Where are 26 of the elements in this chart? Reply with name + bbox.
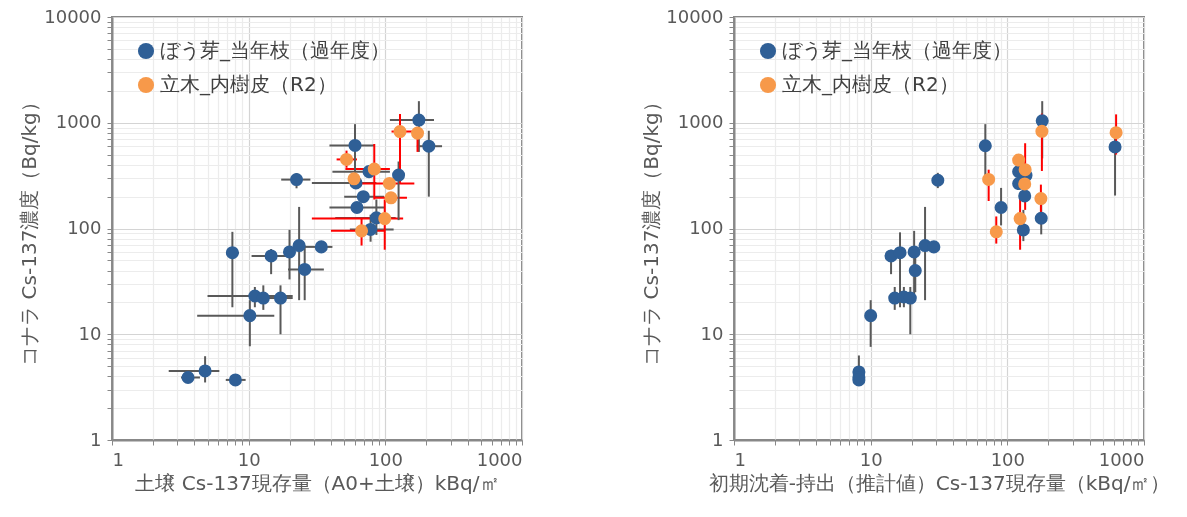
x-tick-label: 100: [990, 448, 1026, 470]
y-tick-label: 1000: [55, 111, 102, 133]
y-tick-label: 1: [712, 428, 724, 450]
y-axis-title: コナラ Cs-137濃度（Bq/kg）: [17, 92, 42, 366]
y-tick-label: 10: [700, 322, 724, 344]
y-tick-label: 1: [90, 428, 102, 450]
y-tick-label: 10000: [666, 5, 724, 27]
legend-label: ぼう芽_当年枝（過年度）: [160, 38, 390, 62]
y-tick-label: 100: [689, 217, 724, 238]
legend-label: ぼう芽_当年枝（過年度）: [782, 38, 1012, 62]
y-axis-title: コナラ Cs-137濃度（Bq/kg）: [639, 92, 664, 366]
x-tick-label: 10: [237, 448, 261, 470]
x-tick-label: 1000: [476, 448, 523, 470]
x-axis-title: 土壌 Cs-137現存量（A0+土壌）kBq/㎡: [135, 470, 500, 495]
x-axis-title: 初期沈着-持出（推計値）Cs-137現存量（kBq/㎡）: [708, 470, 1171, 495]
x-tick-label: 1: [112, 448, 124, 470]
legend-label: 立木_内樹皮（R2）: [782, 72, 959, 96]
y-tick-label: 1000: [677, 111, 724, 133]
y-tick-label: 10000: [44, 5, 102, 27]
x-tick-label: 100: [368, 448, 404, 470]
legend-label: 立木_内樹皮（R2）: [160, 72, 337, 96]
x-tick-label: 1: [734, 448, 746, 470]
x-tick-label: 10: [859, 448, 883, 470]
x-tick-label: 1000: [1098, 448, 1145, 470]
y-tick-label: 10: [78, 322, 102, 344]
y-tick-label: 100: [67, 217, 102, 238]
